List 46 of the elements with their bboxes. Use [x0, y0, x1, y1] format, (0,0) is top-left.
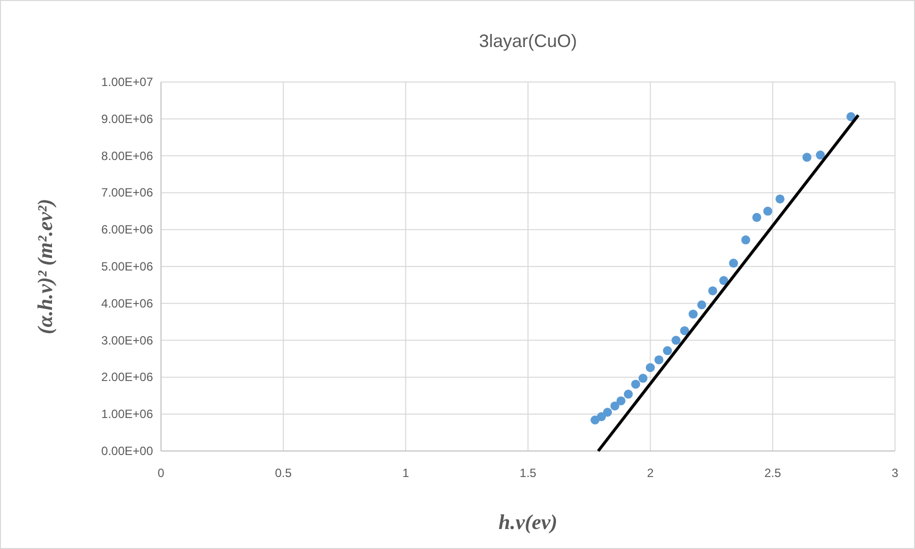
- y-tick-label: 1.00E+06: [101, 407, 154, 422]
- point: [802, 152, 812, 162]
- point: [616, 396, 626, 406]
- point: [846, 112, 856, 122]
- y-tick-label: 5.00E+06: [101, 260, 154, 274]
- point: [697, 300, 706, 310]
- point: [672, 336, 681, 345]
- point: [752, 212, 762, 222]
- point: [741, 235, 750, 244]
- x-tick-label: 2: [646, 466, 654, 480]
- point: [624, 390, 633, 399]
- point: [729, 258, 738, 268]
- point: [590, 416, 600, 425]
- x-axis-title: h.v(ev): [498, 510, 558, 534]
- point: [708, 286, 718, 296]
- point: [646, 363, 655, 372]
- point: [688, 310, 698, 319]
- y-tick-label: 7.00E+06: [101, 186, 154, 200]
- x-tick-label: 3: [892, 466, 899, 480]
- y-tick-label: 0.00E+00: [101, 444, 154, 458]
- point: [776, 194, 785, 204]
- point: [662, 346, 672, 356]
- x-tick-label: 0.5: [274, 466, 292, 480]
- chart-title: 3layar(CuO): [478, 31, 578, 51]
- point: [603, 408, 612, 417]
- point: [610, 401, 620, 410]
- x-tick-label: 1: [402, 466, 410, 480]
- point: [631, 380, 640, 389]
- point: [719, 276, 728, 286]
- y-tick-label: 2.00E+06: [101, 370, 154, 384]
- y-tick-label: 8.00E+06: [101, 148, 154, 163]
- x-tick-label: 2.5: [764, 466, 782, 480]
- point: [654, 355, 664, 364]
- point: [596, 412, 606, 422]
- y-tick-label: 9.00E+06: [101, 112, 154, 126]
- point: [638, 374, 648, 383]
- y-tick-label: 3.00E+06: [101, 333, 154, 348]
- y-tick-label: 6.00E+06: [101, 222, 154, 237]
- point: [763, 206, 772, 216]
- y-axis-title: (α.h.v)² (m².ev²): [33, 198, 57, 334]
- y-tick-label: 4.00E+06: [101, 296, 154, 310]
- y-tick-label: 1.00E+07: [101, 75, 154, 89]
- point: [680, 326, 690, 336]
- x-tick-label: 1.5: [520, 466, 537, 480]
- point: [816, 150, 825, 160]
- x-tick-label: 0: [158, 466, 165, 480]
